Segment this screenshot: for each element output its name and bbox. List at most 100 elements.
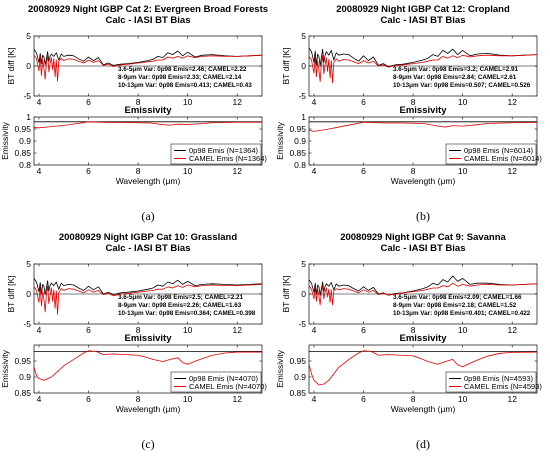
emis-legend-box [445, 143, 537, 165]
bias-x-tick-label: 4 [37, 325, 42, 335]
panel-subtitle: Calc - IASI BT Bias [106, 243, 191, 254]
emis-y-tick-label: 1 [301, 112, 306, 122]
bias-y-label: BT diff [K] [281, 47, 291, 84]
emis-x-tick-label: 10 [458, 394, 468, 404]
emis-y-label: Emissivity [275, 121, 285, 160]
emis-x-tick-label: 12 [232, 394, 242, 404]
emis-y-tick-label: 0.95 [14, 356, 31, 366]
bias-series-0p98 [33, 48, 263, 66]
bias-annotation: 8-9μm Var: 0p98 Emis=2.84; CAMEL=2.61 [393, 74, 517, 81]
emis-x-tick-label: 4 [37, 166, 42, 176]
bias-series-camel [33, 284, 263, 315]
bias-y-tick-label: -5 [298, 319, 306, 329]
emis-x-tick-label: 4 [312, 394, 317, 404]
bias-x-tick-label: 12 [232, 97, 242, 107]
panel-title: 20080929 Night IGBP Cat 10: Grassland [59, 232, 237, 243]
emis-y-tick-label: 0.9 [19, 136, 31, 146]
emis-x-tick-label: 6 [361, 166, 366, 176]
bias-x-tick-label: 8 [136, 325, 141, 335]
emis-y-tick-label: 0.9 [294, 136, 306, 146]
emis-y-tick-label: 0.9 [19, 372, 31, 382]
panel-caption: (b) [416, 209, 430, 223]
panel-caption: (c) [141, 437, 154, 451]
bias-y-tick-label: 5 [301, 31, 306, 41]
emis-x-tick-label: 8 [411, 394, 416, 404]
bias-annotation: 10-13μm Var: 0p98 Emis=0.413; CAMEL=0.43 [118, 82, 252, 89]
panel-subtitle: Calc - IASI BT Bias [381, 15, 466, 26]
bias-series-0p98 [33, 278, 263, 295]
bias-series-camel [308, 54, 538, 84]
bias-x-tick-label: 12 [507, 325, 517, 335]
emis-legend-box [170, 143, 262, 165]
emis-y-tick-label: 1 [26, 112, 31, 122]
emis-x-tick-label: 4 [37, 394, 42, 404]
emis-y-tick-label: 0.85 [289, 388, 306, 398]
emis-x-tick-label: 10 [183, 166, 193, 176]
emis-x-tick-label: 12 [507, 166, 517, 176]
emis-legend-label: 0p98 Emis (N=4593) [464, 374, 533, 383]
bias-x-tick-label: 6 [361, 325, 366, 335]
bias-series-0p98 [308, 47, 538, 67]
bias-x-tick-label: 10 [458, 97, 468, 107]
panel-c: 20080929 Night IGBP Cat 10: GrasslandCal… [0, 232, 267, 451]
bias-annotation: 8-9μm Var: 0p98 Emis=2.33; CAMEL=2.14 [118, 74, 242, 81]
panel-title: 20080929 Night IGBP Cat 9: Savanna [340, 232, 506, 243]
emis-legend-box [170, 371, 262, 393]
emis-legend-label: CAMEL Emis (N=4070) [189, 382, 267, 391]
panel-b: 20080929 Night IGBP Cat 12: CroplandCalc… [275, 4, 542, 223]
emis-legend-label: CAMEL Emis (N=1364) [189, 154, 267, 163]
emis-x-tick-label: 8 [411, 166, 416, 176]
bias-x-tick-label: 4 [312, 325, 317, 335]
emis-x-label: Wavelength (μm) [116, 176, 181, 186]
emis-y-tick-label: 0.95 [289, 124, 306, 134]
emis-legend-label: 0p98 Emis (N=4070) [189, 374, 258, 383]
emis-title: Emissivity [400, 333, 448, 344]
bias-x-tick-label: 12 [232, 325, 242, 335]
bias-x-tick-label: 8 [411, 97, 416, 107]
emis-y-tick-label: 0.85 [14, 388, 31, 398]
bias-x-tick-label: 6 [86, 325, 91, 335]
bias-annotation: 8-9μm Var: 0p98 Emis=2.26; CAMEL=1.63 [118, 302, 242, 309]
bias-series-0p98 [308, 275, 538, 296]
bias-annotation: 10-13μm Var: 0p98 Emis=0.364; CAMEL=0.39… [118, 310, 256, 317]
emis-y-label: Emissivity [0, 349, 10, 388]
bias-annotation: 3.6-5μm Var: 0p98 Emis=2.09; CAMEL=1.66 [393, 294, 522, 301]
emis-y-tick-label: 0.95 [289, 356, 306, 366]
emis-x-label: Wavelength (μm) [391, 404, 456, 414]
emis-y-label: Emissivity [0, 121, 10, 160]
bias-x-tick-label: 10 [183, 325, 193, 335]
emis-x-tick-label: 8 [136, 394, 141, 404]
bias-x-tick-label: 8 [136, 97, 141, 107]
bias-x-tick-label: 12 [507, 97, 517, 107]
bias-y-tick-label: -5 [298, 91, 306, 101]
panel-title: 20080929 Night IGBP Cat 12: Cropland [336, 4, 510, 15]
bias-x-tick-label: 10 [183, 97, 193, 107]
bias-y-label: BT diff [K] [6, 47, 16, 84]
emis-legend-label: CAMEL Emis (N=6014) [464, 154, 542, 163]
panel-title: 20080929 Night IGBP Cat 2: Evergreen Bro… [28, 4, 268, 15]
emis-legend-label: CAMEL Emis (N=4593) [464, 382, 542, 391]
emis-y-label: Emissivity [275, 349, 285, 388]
bias-y-tick-label: -5 [23, 319, 31, 329]
emis-legend-label: 0p98 Emis (N=1364) [189, 146, 258, 155]
emis-series-camel [33, 350, 262, 381]
bias-annotation: 3.6-5μm Var: 0p98 Emis=2.46; CAMEL=2.22 [118, 66, 247, 73]
panel-caption: (d) [416, 437, 430, 451]
emis-x-tick-label: 8 [136, 166, 141, 176]
bias-x-tick-label: 6 [86, 97, 91, 107]
emis-series-camel [33, 121, 262, 129]
emis-y-tick-label: 0.85 [289, 148, 306, 158]
emis-x-tick-label: 12 [507, 394, 517, 404]
panel-a: 20080929 Night IGBP Cat 2: Evergreen Bro… [0, 4, 268, 223]
panel-subtitle: Calc - IASI BT Bias [106, 15, 191, 26]
emis-y-tick-label: 0.85 [14, 148, 31, 158]
bias-y-label: BT diff [K] [281, 275, 291, 312]
bias-x-tick-label: 10 [458, 325, 468, 335]
bias-annotation: 8-9μm Var: 0p98 Emis=2.18; CAMEL=1.52 [393, 302, 517, 309]
emis-series-camel [308, 121, 538, 132]
emis-y-tick-label: 0.9 [294, 372, 306, 382]
emis-y-tick-label: 0.8 [19, 160, 31, 170]
bias-y-tick-label: -5 [23, 91, 31, 101]
